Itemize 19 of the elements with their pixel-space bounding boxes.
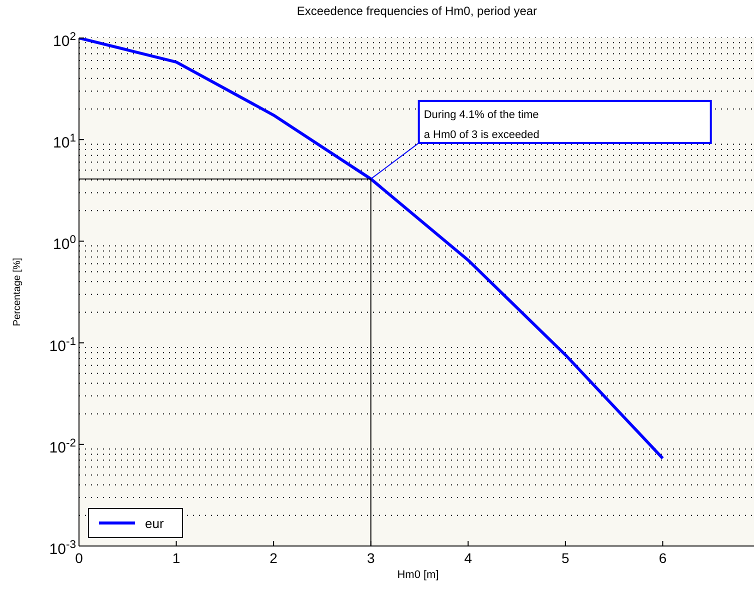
x-tick-label: 4 bbox=[464, 550, 472, 566]
x-axis-title: Hm0 [m] bbox=[397, 569, 439, 581]
y-tick-label: 10$^{-2}$ bbox=[49, 437, 76, 456]
x-tick-label: 3 bbox=[366, 550, 375, 566]
x-tick-label: 6 bbox=[658, 550, 667, 566]
y-axis-title: Percentage [%] bbox=[12, 258, 23, 326]
x-tick-label: 1 bbox=[172, 550, 180, 566]
legend-label: eur bbox=[145, 516, 164, 530]
y-tick-label: 10$^{0}$ bbox=[53, 234, 76, 254]
callout-box: During 4.1% of the time a Hm0 of 3 is exceeded bbox=[370, 100, 712, 180]
annotation: During 4.1% of the time a Hm0 of 3 is exceeded bbox=[424, 108, 540, 141]
y-tick-label: 10$^{2}$ bbox=[53, 31, 76, 50]
y-tick-label: 10$^{-3}$ bbox=[49, 539, 76, 558]
y-tick-label: 10$^{-1}$ bbox=[49, 336, 76, 355]
x-tick-label: 2 bbox=[270, 550, 278, 566]
x-tick-label: 0 bbox=[75, 550, 84, 566]
x-tick-label: 5 bbox=[562, 550, 570, 566]
chart-title: Exceedence frequencies of Hm0, period year bbox=[296, 4, 538, 18]
y-tick-label: 10$^{1}$ bbox=[53, 132, 76, 152]
